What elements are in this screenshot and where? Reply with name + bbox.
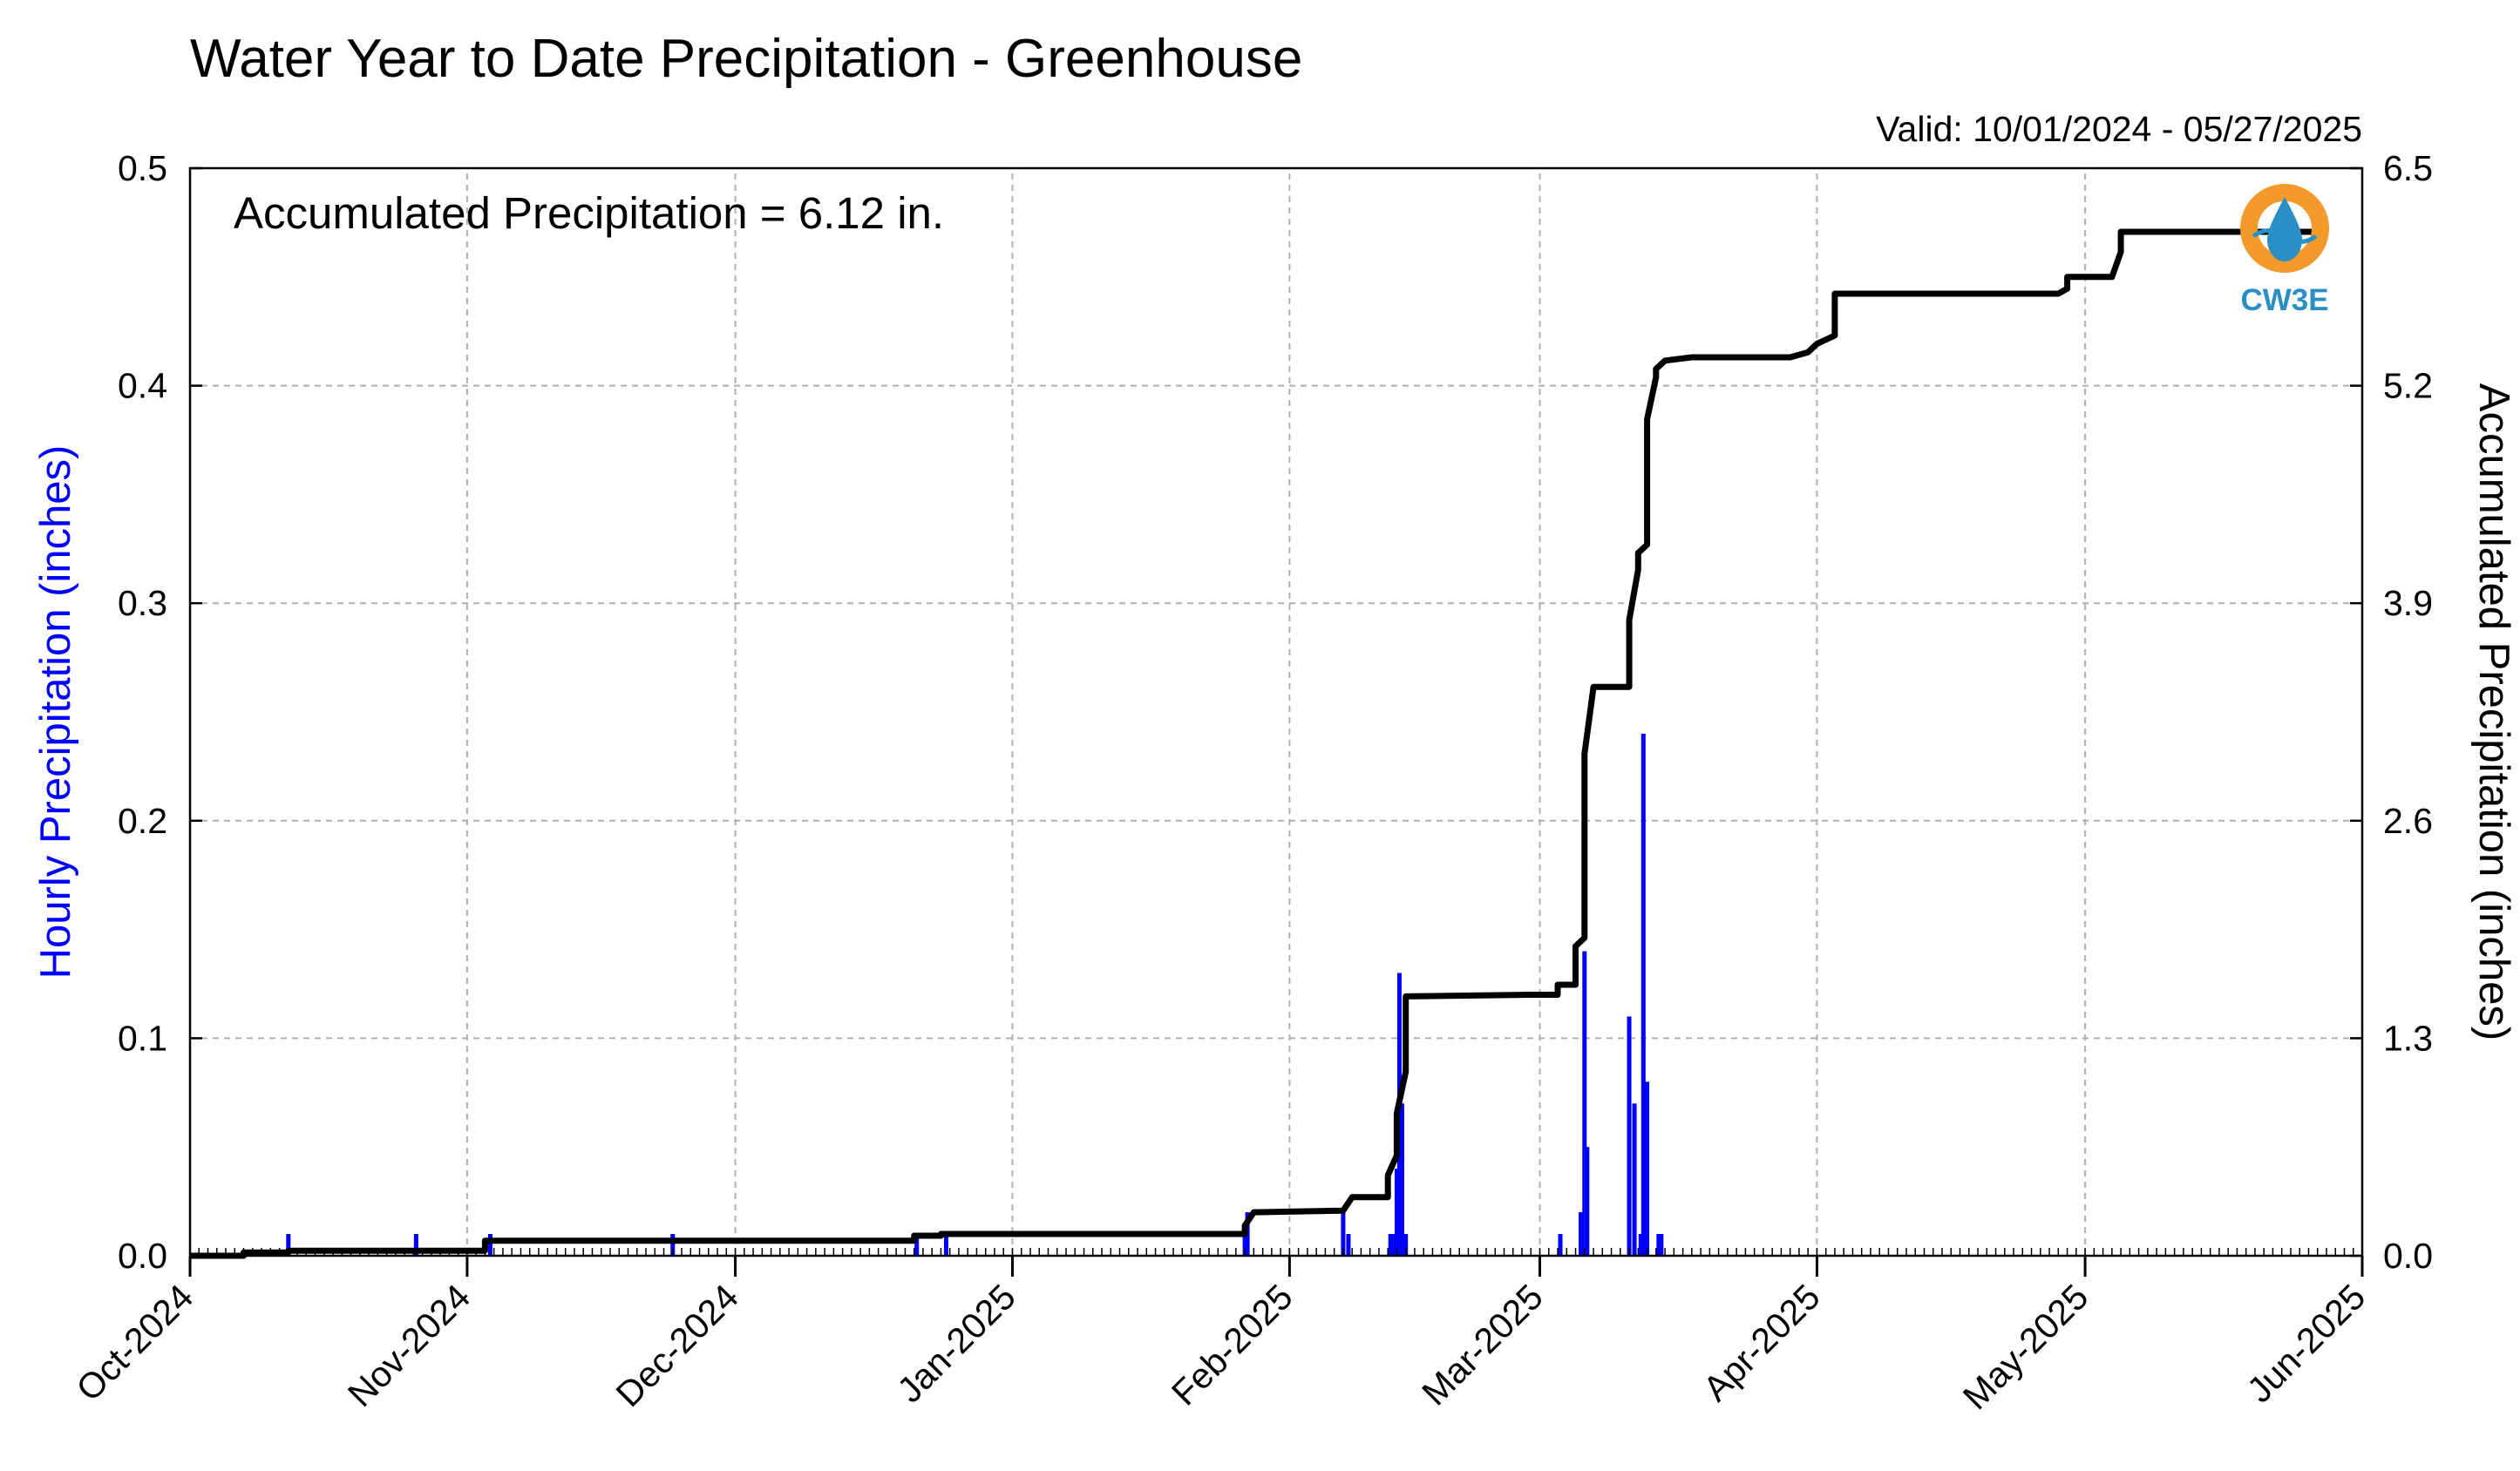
hourly-bar xyxy=(1585,1147,1590,1256)
hourly-bar xyxy=(1582,951,1587,1256)
accumulated-annotation: Accumulated Precipitation = 6.12 in. xyxy=(234,188,944,238)
y-tick-label-left: 0.3 xyxy=(118,583,167,623)
hourly-bar xyxy=(1640,733,1646,1256)
grid-lines xyxy=(190,168,2362,1256)
logo-wave xyxy=(2252,228,2318,244)
hourly-bar xyxy=(1638,1234,1643,1256)
hourly-bar xyxy=(1390,1234,1396,1256)
hourly-bar xyxy=(286,1234,291,1256)
cw3e-logo: CW3E xyxy=(2240,184,2329,317)
hourly-bar xyxy=(1346,1234,1351,1256)
y-tick-label-right: 6.5 xyxy=(2383,148,2433,188)
hourly-bar xyxy=(413,1234,418,1256)
axis-ticks xyxy=(188,166,2364,1277)
hourly-bar xyxy=(1579,1212,1584,1256)
y-tick-label-left: 0.1 xyxy=(118,1018,167,1058)
hourly-bar xyxy=(1341,1212,1346,1256)
hourly-bar xyxy=(914,1234,920,1256)
hourly-bar xyxy=(1627,1016,1632,1256)
y-tick-label-right: 1.3 xyxy=(2383,1018,2433,1058)
y-tick-label-right: 3.9 xyxy=(2383,583,2433,623)
valid-date-range: Valid: 10/01/2024 - 05/27/2025 xyxy=(1876,109,2362,149)
y-tick-label-left: 0.0 xyxy=(118,1236,167,1276)
y-tick-label-right: 0.0 xyxy=(2383,1236,2433,1276)
hourly-bar xyxy=(1399,1103,1404,1256)
y-axis-label-right: Accumulated Precipitation (inches) xyxy=(2470,383,2517,1041)
hourly-bar xyxy=(1558,1234,1563,1256)
hourly-bar xyxy=(1394,1169,1399,1256)
y-tick-label-right: 2.6 xyxy=(2383,801,2433,841)
hourly-bar xyxy=(1645,1081,1650,1256)
y-axis-label-left: Hourly Precipitation (inches) xyxy=(32,445,79,980)
hourly-bar xyxy=(1632,1103,1637,1256)
logo-ring xyxy=(2240,184,2329,273)
y-tick-label-left: 0.4 xyxy=(118,366,167,406)
y-tick-label-left: 0.5 xyxy=(118,148,167,188)
water-drop-icon xyxy=(2267,197,2302,261)
accumulated-precipitation-line xyxy=(190,228,2318,1259)
chart-title: Water Year to Date Precipitation - Green… xyxy=(190,29,1302,89)
hourly-bar xyxy=(487,1234,492,1256)
hourly-bar xyxy=(1656,1234,1661,1256)
hourly-bar xyxy=(1403,1234,1409,1256)
hourly-bar xyxy=(1659,1234,1664,1256)
hourly-bar xyxy=(1388,1234,1393,1256)
plot-frame xyxy=(188,166,2364,1257)
hourly-bar xyxy=(943,1234,948,1256)
y-tick-label-left: 0.2 xyxy=(118,801,167,841)
y-tick-label-right: 5.2 xyxy=(2383,366,2433,406)
hourly-bar xyxy=(670,1234,676,1256)
hourly-bar xyxy=(1242,1234,1247,1256)
logo-text: CW3E xyxy=(2240,283,2328,317)
